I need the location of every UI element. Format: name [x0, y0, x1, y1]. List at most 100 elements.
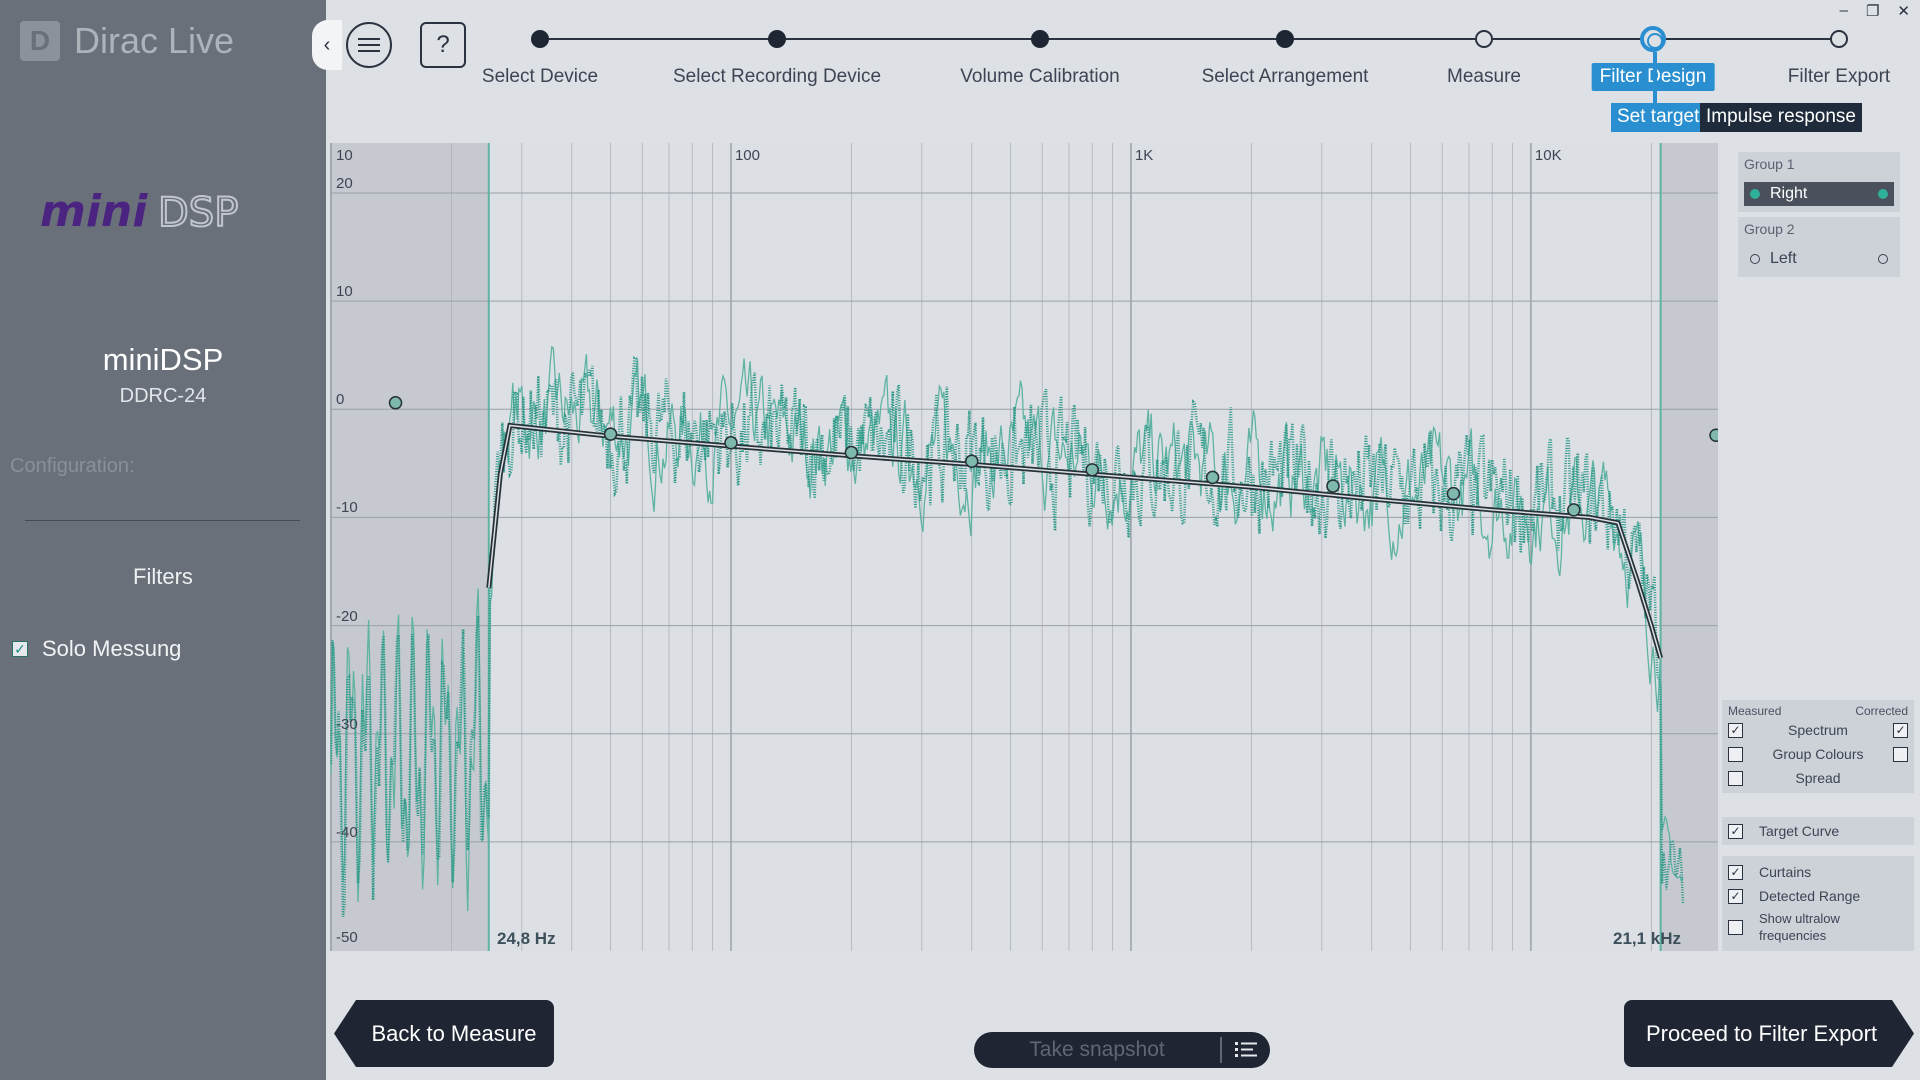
- group-colours-measured-checkbox[interactable]: [1728, 746, 1743, 762]
- snapshot-bar: Take snapshot: [974, 1032, 1270, 1068]
- target-curve-checkbox[interactable]: ✓: [1728, 823, 1743, 839]
- snapshot-divider: [1220, 1037, 1222, 1063]
- group-title: Group 1: [1744, 156, 1795, 172]
- proceed-to-filter-export-button[interactable]: Proceed to Filter Export: [1624, 1000, 1914, 1067]
- measured-header: Measured: [1728, 704, 1782, 718]
- y-tick-label: -20: [336, 607, 358, 625]
- app-name: Dirac Live: [74, 20, 235, 61]
- step-label-2[interactable]: Volume Calibration: [960, 66, 1120, 87]
- channel-dot-icon: [1750, 254, 1760, 264]
- help-button[interactable]: ?: [420, 22, 466, 68]
- y-tick-label: 10: [336, 147, 353, 164]
- target-handle: [1446, 486, 1461, 501]
- target-handle: [724, 436, 738, 450]
- filter-label: Solo Messung: [42, 636, 182, 661]
- target-handle: [1326, 479, 1340, 493]
- x-tick-label: 10K: [1534, 147, 1562, 164]
- channel-dot-icon: [1878, 189, 1888, 199]
- option-ultralow: Show ultralow frequencies: [1722, 908, 1914, 946]
- group-title: Group 2: [1744, 221, 1795, 237]
- detected-range-checkbox[interactable]: ✓: [1728, 888, 1743, 904]
- option-label: Spectrum: [1788, 722, 1848, 738]
- target-handle: [844, 445, 859, 460]
- y-tick-label: -10: [336, 499, 358, 517]
- group-item-label: Right: [1770, 185, 1808, 202]
- curtains-checkbox[interactable]: ✓: [1728, 864, 1743, 880]
- svg-text:mini: mini: [40, 188, 148, 236]
- filter-item[interactable]: ✓ Solo Messung: [12, 636, 181, 662]
- frequency-response-chart[interactable]: 24,8 Hz 21,1 kHz 10 20 10 0 -10 -20 -30 -40 -50 1…: [330, 143, 1718, 951]
- step-label-1[interactable]: Select Recording Device: [672, 66, 882, 87]
- menu-button[interactable]: [346, 22, 392, 68]
- workflow-stepper: Select Device Select Recording Device Volu…: [0, 0, 1920, 140]
- minidsp-logo-icon: mini DSP: [40, 188, 239, 236]
- sidebar: D Dirac Live mini DSP miniDSP DDRC-24 Co…: [0, 0, 326, 1080]
- filters-heading: Filters: [133, 564, 193, 589]
- treble-handle: [1709, 428, 1718, 442]
- option-label: Spread: [1795, 770, 1841, 786]
- step-label-0[interactable]: Select Device: [481, 66, 599, 87]
- take-snapshot-button[interactable]: Take snapshot: [1029, 1038, 1165, 1061]
- app-brand: D Dirac Live: [20, 20, 234, 62]
- step-dot-3[interactable]: [1276, 30, 1294, 48]
- device-name: miniDSP: [102, 342, 224, 377]
- spread-measured-checkbox[interactable]: [1728, 770, 1743, 786]
- target-handle: [1205, 470, 1220, 485]
- y-tick-label: 10: [336, 283, 353, 301]
- collapse-sidebar-button[interactable]: ‹: [312, 20, 342, 70]
- stepper-line: [540, 38, 1839, 40]
- option-label: Show ultralow frequencies: [1759, 911, 1840, 943]
- ultralow-checkbox[interactable]: [1728, 919, 1743, 935]
- target-curve-inner: [488, 424, 1662, 659]
- option-detected-range: ✓ Detected Range: [1722, 884, 1914, 908]
- step-dot-1[interactable]: [768, 30, 786, 48]
- close-icon[interactable]: ✕: [1897, 3, 1910, 20]
- curtain-high-label: 21,1 kHz: [1613, 929, 1682, 948]
- bass-handle: [388, 396, 403, 410]
- step-dot-4[interactable]: [1475, 30, 1493, 48]
- corrected-header: Corrected: [1855, 704, 1908, 718]
- step-dot-0[interactable]: [531, 30, 549, 48]
- y-tick-label: -50: [336, 929, 358, 946]
- option-spread: Spread: [1722, 766, 1914, 790]
- x-tick-label: 100: [734, 147, 760, 164]
- step-dot-6[interactable]: [1830, 30, 1848, 48]
- filter-checkbox[interactable]: ✓: [12, 641, 28, 657]
- corrected-curve: [330, 356, 1685, 917]
- spacer: [1893, 771, 1908, 786]
- option-target-curve: ✓ Target Curve: [1722, 819, 1914, 843]
- back-to-measure-button[interactable]: Back to Measure: [334, 1000, 554, 1067]
- svg-text:DSP: DSP: [158, 190, 238, 236]
- curtain-low-label: 24,8 Hz: [497, 929, 556, 948]
- option-spectrum: ✓ Spectrum ✓: [1722, 718, 1914, 742]
- group-item-right[interactable]: Right: [1744, 182, 1894, 206]
- group-1: Group 1 Right: [1738, 152, 1900, 212]
- step-label-3[interactable]: Select Arrangement: [1201, 66, 1369, 87]
- group-colours-corrected-checkbox[interactable]: [1893, 746, 1908, 762]
- target-handle: [1085, 463, 1099, 477]
- minimize-icon[interactable]: –: [1839, 2, 1848, 19]
- x-tick-label: 1K: [1134, 147, 1154, 164]
- restore-icon[interactable]: ❐: [1865, 3, 1880, 20]
- step-dot-5[interactable]: [1640, 26, 1666, 52]
- configuration-field[interactable]: [25, 520, 300, 521]
- option-label: Detected Range: [1759, 888, 1861, 904]
- step-dot-2[interactable]: [1031, 30, 1049, 48]
- configuration-label: Configuration:: [10, 455, 135, 477]
- chevron-left-icon: ‹: [323, 33, 331, 56]
- option-group-colours: Group Colours: [1722, 742, 1914, 766]
- snapshot-list-icon[interactable]: [1222, 1041, 1270, 1059]
- spectrum-corrected-checkbox[interactable]: ✓: [1893, 722, 1908, 738]
- step-label-6[interactable]: Filter Export: [1787, 66, 1891, 87]
- group-item-label: Left: [1770, 250, 1797, 267]
- tab-set-target[interactable]: Set target: [1611, 103, 1706, 132]
- chart-canvas[interactable]: [330, 143, 1718, 951]
- tab-impulse-response[interactable]: Impulse response: [1700, 103, 1862, 132]
- target-handle: [1567, 503, 1581, 517]
- channel-dot-icon: [1878, 254, 1888, 264]
- spectrum-measured-checkbox[interactable]: ✓: [1728, 722, 1743, 738]
- curtain-high: [1660, 143, 1718, 951]
- step-label-4[interactable]: Measure: [1447, 66, 1521, 87]
- group-item-left[interactable]: Left: [1744, 247, 1894, 271]
- target-curve-panel: ✓ Target Curve: [1722, 817, 1914, 845]
